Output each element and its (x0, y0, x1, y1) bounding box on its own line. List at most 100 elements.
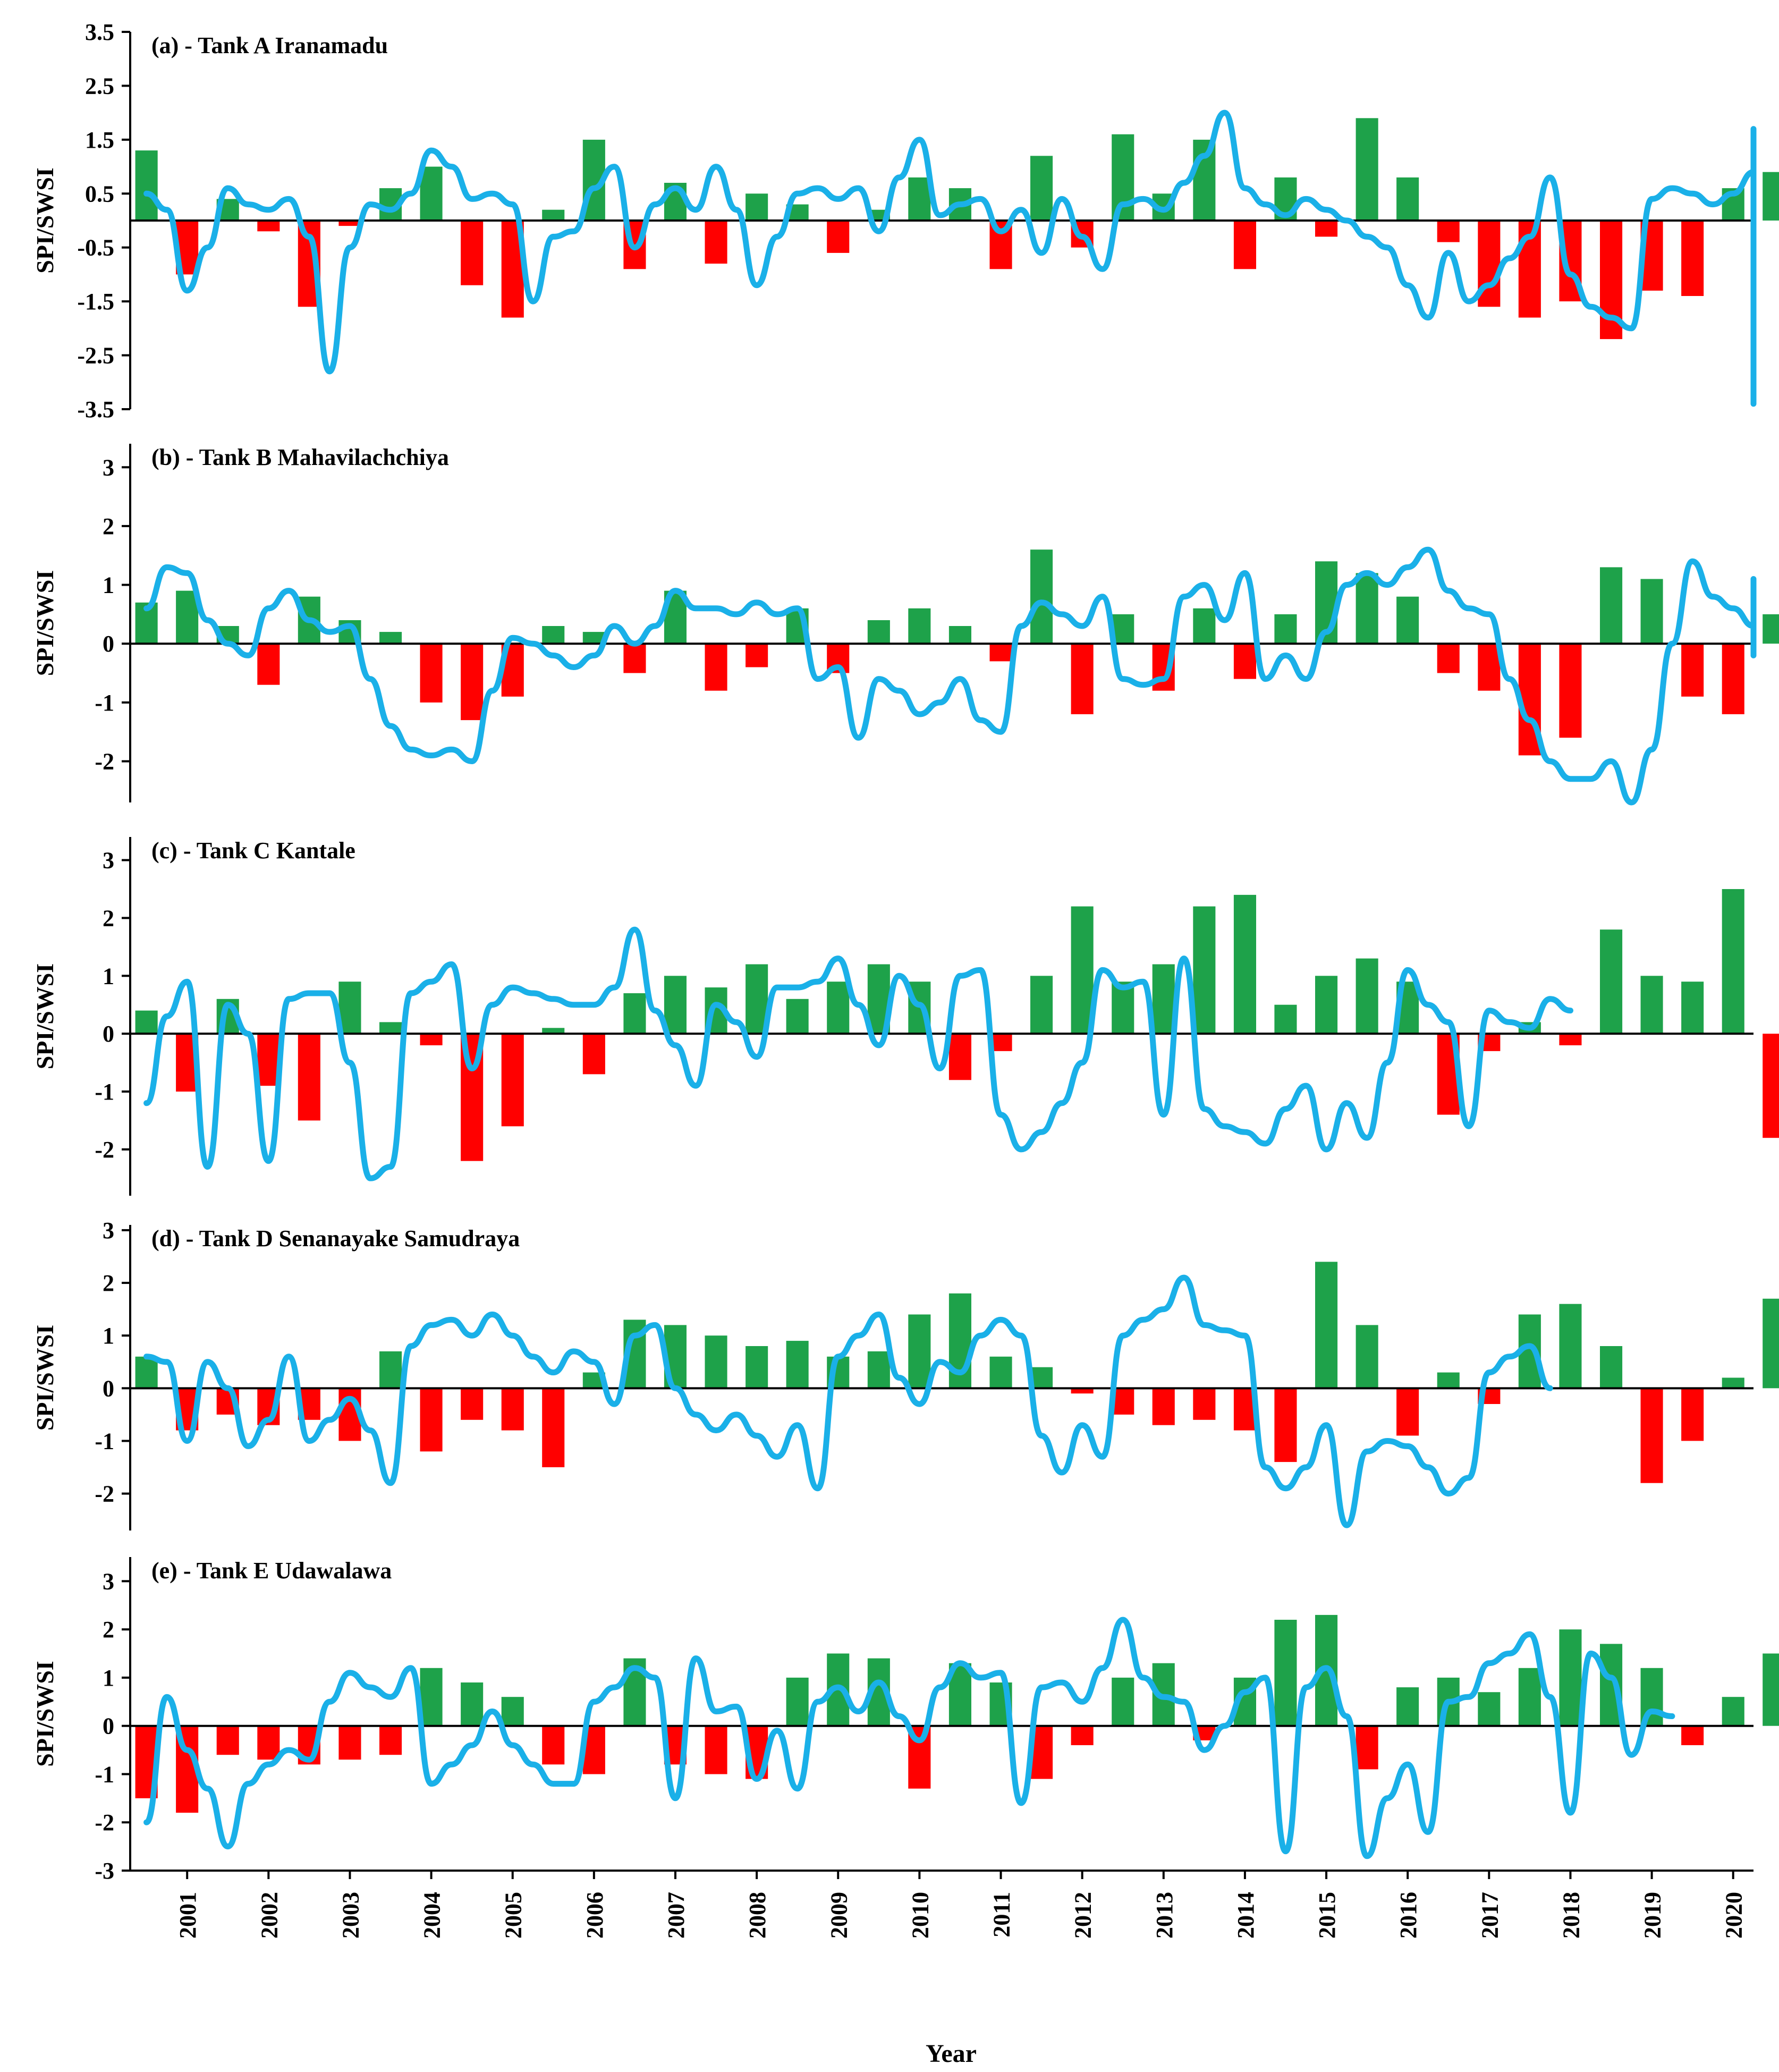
spi-bar (1396, 1687, 1419, 1726)
spi-bar (1763, 1653, 1779, 1726)
spi-bar (1640, 976, 1663, 1034)
spi-bar (176, 590, 199, 644)
spi-bar (746, 644, 768, 667)
spi-bar (379, 1351, 402, 1389)
spi-bar (420, 644, 443, 703)
y-tick-label: 0 (103, 1713, 114, 1739)
y-tick-label: -2 (95, 1809, 114, 1836)
spi-bar (542, 209, 565, 221)
spi-bar (582, 632, 605, 644)
spi-bar (1640, 579, 1663, 644)
spi-bar (1315, 221, 1338, 237)
spi-bar (867, 620, 890, 644)
spi-bar (461, 1388, 484, 1420)
spi-bar (1112, 134, 1134, 221)
spi-bar (1233, 894, 1256, 1034)
spi-bar (542, 1028, 565, 1034)
y-tick-label: 1 (103, 1323, 114, 1349)
spi-bar (1559, 1629, 1582, 1726)
y-tick-label: 1 (103, 963, 114, 989)
spi-bar (867, 1351, 890, 1389)
y-tick-label: 1 (103, 572, 114, 598)
spi-bar (461, 1682, 484, 1726)
spi-bar (1274, 1004, 1297, 1034)
spi-bar (786, 1677, 809, 1726)
panel-c: 3 2 1 0 -1 -2 SPI/SWSI (c) - Tank C Kantale (31, 837, 1779, 1196)
y-tick-label: -2 (95, 1481, 114, 1507)
y-tick-label: 3 (103, 848, 114, 874)
spi-bar (1030, 976, 1053, 1034)
y-tick-label: 1 (103, 1665, 114, 1691)
spi-bar (1356, 1325, 1378, 1389)
spi-bar (1722, 1377, 1744, 1389)
y-tick-label: -0.5 (77, 235, 114, 261)
spi-bar (338, 982, 361, 1034)
spi-bar (664, 976, 687, 1034)
spi-bar (1112, 1677, 1134, 1726)
spi-bar (1681, 644, 1704, 697)
y-tick-label: -1 (95, 1079, 114, 1105)
spi-bar (461, 221, 484, 285)
spi-bar (298, 1034, 320, 1121)
spi-bar (827, 221, 850, 253)
x-tick-label: 2020 (1721, 1892, 1747, 1939)
spi-bar (705, 221, 727, 264)
y-tick-label: 2 (103, 513, 114, 539)
y-tick-label: 3 (103, 1568, 114, 1594)
x-tick-label: 2018 (1558, 1892, 1584, 1939)
y-axis-label: SPI/SWSI (31, 570, 58, 676)
x-tick-label: 2010 (907, 1892, 933, 1939)
y-tick-label: 0 (103, 631, 114, 657)
spi-bar (1763, 172, 1779, 221)
spi-bar (1233, 644, 1256, 679)
panel-d: 3 2 1 0 -1 -2 SPI/SWSI (d) - Tank D Senanayake … (31, 1217, 1779, 1530)
spi-bar (1478, 644, 1501, 691)
spi-bar (1193, 608, 1216, 644)
x-tick-label: 2006 (582, 1892, 608, 1939)
spi-bar (1274, 614, 1297, 644)
spi-bar (786, 999, 809, 1034)
y-tick-label: -3 (95, 1858, 114, 1884)
panel-title: (d) - Tank D Senanayake Samudraya (151, 1225, 520, 1251)
x-tick-label: 2015 (1314, 1892, 1340, 1939)
spi-bar (542, 626, 565, 644)
spi-bar (989, 644, 1012, 662)
spi-bar (582, 1034, 605, 1075)
spi-bar (1356, 958, 1378, 1034)
spi-bar (705, 1726, 727, 1774)
spi-bar (1478, 1692, 1501, 1726)
spi-bar (1274, 1620, 1297, 1726)
spi-bar (461, 644, 484, 721)
spi-bar (1600, 929, 1623, 1034)
swsi-line (143, 926, 1573, 1181)
y-axis-label: SPI/SWSI (31, 167, 58, 273)
y-tick-label: 3 (103, 454, 114, 480)
spi-bar (786, 1341, 809, 1389)
x-tick-label: 2002 (256, 1892, 282, 1939)
spi-bar (827, 982, 850, 1034)
spi-bar (1559, 1304, 1582, 1389)
panel-title: (c) - Tank C Kantale (151, 838, 355, 864)
y-tick-label: 2 (103, 905, 114, 931)
y-tick-label: -1.5 (77, 289, 114, 315)
spi-bar (420, 1668, 443, 1726)
spi-bar (1071, 906, 1094, 1034)
x-tick-label: 2011 (989, 1892, 1015, 1938)
spi-bar (1152, 964, 1175, 1034)
spi-bar (501, 1697, 524, 1726)
spi-bar (1356, 1726, 1378, 1770)
y-tick-label: 0 (103, 1375, 114, 1401)
spi-bar (1437, 1372, 1460, 1389)
x-axis-label: Year (926, 2040, 977, 2068)
spi-bar (135, 1356, 158, 1389)
y-tick-label: -2 (95, 1137, 114, 1163)
x-tick-label: 2003 (337, 1892, 363, 1939)
spi-bar (1396, 1388, 1419, 1436)
spi-bar (1722, 1697, 1744, 1726)
x-tick-label: 2004 (419, 1892, 445, 1939)
spi-bar (501, 1034, 524, 1127)
x-tick-label: 2019 (1640, 1892, 1666, 1939)
panel-title: (b) - Tank B Mahavilachchiya (151, 444, 449, 470)
spi-bar (948, 626, 971, 644)
